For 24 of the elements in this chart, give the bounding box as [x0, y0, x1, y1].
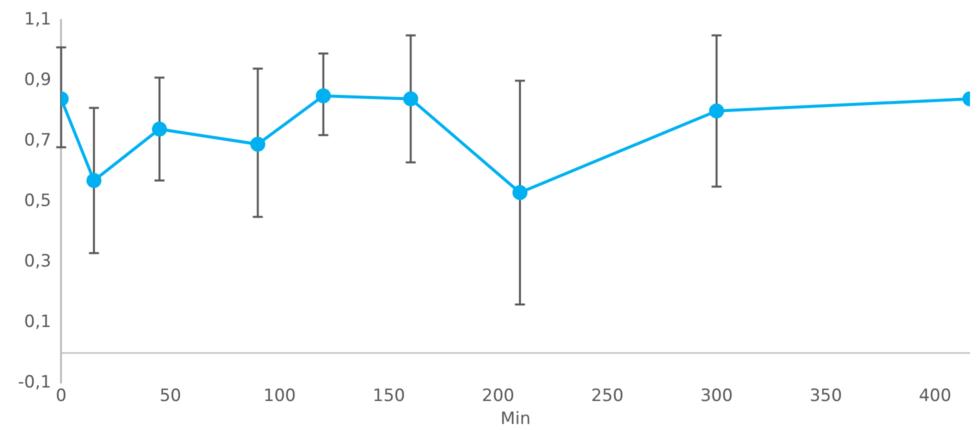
point	[86, 173, 102, 188]
x-tick-label: 400	[918, 386, 952, 406]
y-tick-label: -0,1	[18, 372, 52, 393]
x-tick-label: 50	[160, 386, 182, 406]
x-tick-label: 350	[810, 386, 842, 406]
x-tick-label: 250	[591, 386, 624, 406]
point	[512, 185, 528, 200]
x-tick-label: 100	[263, 386, 296, 406]
x-tick-label: 200	[482, 386, 514, 406]
x-tick-label: 300	[700, 386, 733, 406]
point	[403, 91, 418, 106]
y-tick-label: 0,7	[24, 130, 52, 151]
point	[316, 88, 331, 104]
y-tick-label: 0,3	[24, 252, 52, 272]
y-tick-label: 1,1	[24, 10, 52, 30]
point	[709, 103, 724, 118]
point	[250, 136, 266, 152]
x-tick-label: 0	[56, 386, 67, 406]
point	[152, 122, 167, 137]
y-tick-label: 0,1	[24, 312, 52, 332]
y-tick-label: 0,5	[24, 191, 52, 212]
y-tick-label: 0,9	[24, 70, 52, 90]
x-axis-title: Min	[500, 409, 531, 430]
x-tick-label: 150	[372, 386, 406, 406]
